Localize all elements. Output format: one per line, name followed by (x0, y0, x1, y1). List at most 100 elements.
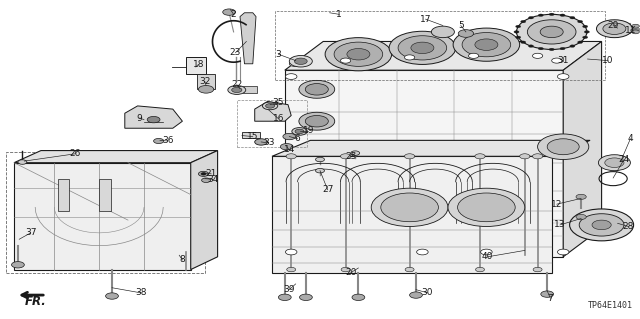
Text: 28: 28 (623, 222, 634, 231)
Bar (275, 11, 605, 80)
Circle shape (584, 31, 589, 33)
Circle shape (582, 36, 588, 39)
Text: 3: 3 (276, 50, 281, 59)
Circle shape (295, 129, 304, 134)
Circle shape (577, 20, 582, 23)
Bar (237, 100, 307, 147)
Text: 5: 5 (458, 21, 463, 30)
Circle shape (582, 25, 588, 28)
Circle shape (300, 294, 312, 300)
Circle shape (371, 188, 448, 226)
Circle shape (228, 85, 246, 94)
Text: FR.: FR. (24, 295, 46, 308)
Text: 21: 21 (205, 169, 217, 178)
Text: 23: 23 (230, 48, 241, 57)
Circle shape (529, 17, 534, 19)
Circle shape (557, 74, 569, 79)
Circle shape (316, 168, 324, 173)
Text: 34: 34 (207, 175, 219, 184)
Text: 6: 6 (295, 134, 300, 143)
Circle shape (106, 293, 118, 299)
Text: 9: 9 (137, 114, 142, 122)
Text: 27: 27 (322, 185, 333, 194)
Text: 18: 18 (193, 60, 204, 69)
Circle shape (278, 294, 291, 300)
Circle shape (410, 292, 422, 298)
Circle shape (292, 128, 307, 135)
Circle shape (529, 45, 534, 47)
Polygon shape (272, 156, 552, 273)
Text: 14: 14 (284, 145, 295, 154)
Text: 4: 4 (628, 134, 633, 143)
Circle shape (340, 58, 351, 63)
Circle shape (287, 267, 296, 272)
Circle shape (475, 39, 498, 50)
Text: 32: 32 (199, 77, 211, 86)
Circle shape (521, 41, 526, 43)
Text: 12: 12 (551, 200, 563, 209)
Circle shape (341, 267, 350, 272)
Polygon shape (14, 163, 191, 270)
Circle shape (147, 116, 160, 123)
Circle shape (549, 13, 554, 16)
Text: 22: 22 (231, 80, 243, 89)
Circle shape (398, 36, 447, 60)
Circle shape (632, 24, 639, 28)
Circle shape (351, 151, 360, 155)
Bar (242, 132, 260, 138)
Circle shape (305, 84, 328, 95)
Circle shape (453, 28, 520, 61)
Circle shape (299, 80, 335, 98)
Text: 15: 15 (247, 132, 259, 141)
Text: 13: 13 (554, 220, 566, 229)
Circle shape (579, 214, 624, 236)
Circle shape (280, 144, 293, 150)
Bar (58, 179, 69, 211)
Circle shape (448, 188, 525, 226)
Circle shape (223, 9, 236, 15)
Text: 17: 17 (420, 15, 431, 24)
Circle shape (598, 155, 630, 171)
Text: 31: 31 (557, 56, 569, 65)
Text: 26: 26 (70, 149, 81, 158)
Circle shape (481, 249, 492, 255)
Circle shape (538, 14, 543, 17)
Circle shape (632, 30, 639, 34)
Circle shape (255, 139, 268, 145)
Polygon shape (272, 140, 590, 156)
Circle shape (198, 171, 209, 176)
Circle shape (592, 220, 611, 230)
Text: 16: 16 (273, 114, 284, 123)
Circle shape (521, 20, 526, 23)
Circle shape (547, 139, 579, 155)
Circle shape (232, 87, 242, 93)
Circle shape (576, 194, 586, 199)
Polygon shape (285, 70, 563, 257)
Circle shape (266, 104, 275, 108)
Text: 20: 20 (345, 268, 356, 277)
Text: 36: 36 (162, 137, 173, 145)
Text: 25: 25 (345, 152, 356, 161)
Circle shape (405, 267, 414, 272)
Circle shape (411, 42, 434, 54)
Circle shape (516, 25, 521, 28)
Text: 24: 24 (618, 155, 630, 164)
Circle shape (316, 157, 324, 162)
Circle shape (596, 20, 632, 38)
Circle shape (570, 45, 575, 47)
Circle shape (347, 48, 370, 60)
Circle shape (289, 56, 312, 67)
Circle shape (576, 214, 586, 219)
Circle shape (458, 193, 515, 222)
Circle shape (462, 33, 511, 57)
Text: 39: 39 (284, 285, 295, 294)
Circle shape (285, 74, 297, 79)
Circle shape (305, 115, 328, 127)
Circle shape (286, 154, 296, 159)
Circle shape (154, 138, 164, 144)
Text: 30: 30 (422, 288, 433, 297)
Circle shape (381, 193, 438, 222)
Text: 33: 33 (263, 138, 275, 147)
Polygon shape (563, 41, 602, 257)
Circle shape (516, 14, 587, 49)
